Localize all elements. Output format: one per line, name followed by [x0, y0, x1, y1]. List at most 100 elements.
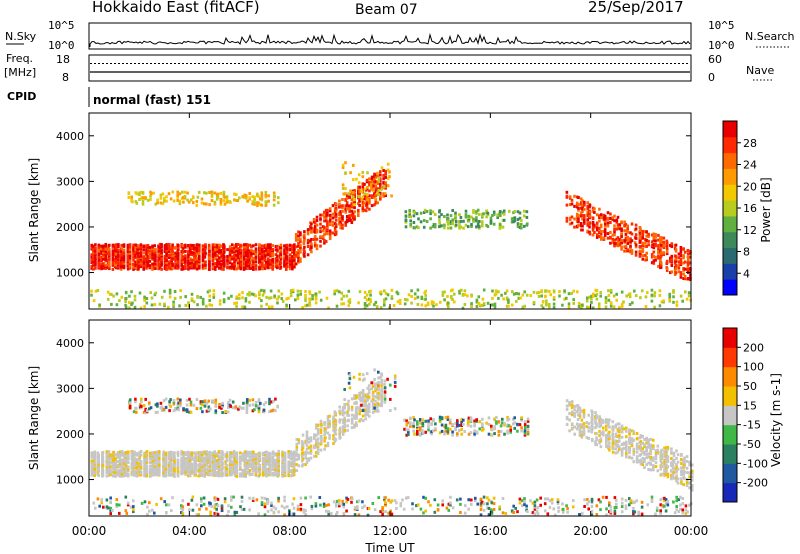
velocity-echo-cell [208, 461, 212, 465]
power-echo-cell [230, 255, 234, 259]
power-echo-cell [134, 265, 137, 269]
power-echo-cell [365, 202, 369, 206]
velocity-echo-cell [316, 427, 320, 431]
power-echo-cell [360, 197, 363, 201]
power-echo-cell [285, 267, 288, 271]
velocity-echo-cell [353, 425, 356, 429]
power-echo-cell [128, 257, 132, 261]
velocity-echo-cell [599, 445, 603, 449]
power-echo-cell [184, 295, 187, 299]
power-echo-cell [398, 302, 402, 305]
power-echo-cell [241, 291, 244, 295]
velocity-echo-cell [203, 471, 207, 475]
power-echo-cell [117, 260, 120, 264]
velocity-echo-cell [180, 463, 183, 467]
power-echo-cell [132, 267, 135, 271]
power-echo-cell [242, 254, 246, 258]
power-echo-cell [467, 217, 471, 221]
velocity-echo-cell [107, 470, 111, 474]
velocity-echo-cell [149, 474, 152, 478]
velocity-echo-cell [271, 458, 275, 462]
velocity-echo-cell [190, 467, 194, 471]
velocity-echo-cell [297, 456, 301, 460]
power-echo-cell [682, 277, 685, 280]
power-echo-cell [283, 262, 286, 266]
power-echo-cell [458, 291, 461, 295]
power-echo-cell [645, 234, 648, 238]
power-echo-cell [187, 301, 190, 305]
velocity-echo-cell [313, 446, 316, 450]
power-echo-cell [561, 303, 564, 307]
velocity-echo-cell [90, 469, 94, 472]
power-echo-cell [659, 243, 663, 247]
velocity-echo-cell [665, 460, 668, 464]
velocity-echo-cell [180, 450, 183, 454]
power-echo-cell [544, 294, 547, 298]
power-echo-cell [297, 253, 300, 257]
power-echo-cell [373, 203, 376, 207]
power-echo-cell [438, 221, 441, 225]
power-echo-cell [120, 252, 123, 256]
power-echo-cell [599, 229, 603, 233]
velocity-echo-cell [158, 450, 161, 454]
velocity-echo-cell [198, 471, 202, 475]
power-echo-cell [652, 243, 656, 246]
velocity-echo-cell [683, 458, 686, 462]
velocity-echo-cell [346, 424, 349, 428]
power-echo-cell [659, 261, 663, 265]
velocity-echo-cell [582, 424, 586, 428]
power-echo-cell [357, 214, 360, 217]
power-echo-cell [252, 251, 255, 255]
velocity-echo-cell [332, 423, 335, 427]
power-echo-cell [383, 289, 386, 293]
power-echo-cell [238, 293, 241, 297]
power-echo-cell [285, 247, 289, 251]
power-echo-cell [358, 198, 361, 202]
velocity-echo-cell [595, 416, 598, 420]
power-echo-cell [613, 214, 616, 218]
velocity-echo-cell [283, 468, 287, 472]
power-echo-cell [659, 247, 662, 251]
power-echo-cell [357, 195, 361, 199]
power-echo-cell [265, 302, 268, 306]
power-echo-cell [616, 244, 620, 248]
velocity-echo-cell [575, 410, 579, 414]
power-echo-cell [111, 253, 115, 257]
power-echo-cell [223, 202, 227, 206]
power-echo-cell [425, 210, 429, 213]
power-echo-cell [507, 298, 510, 302]
velocity-echo-cell [295, 448, 299, 452]
power-echo-cell [204, 244, 207, 248]
velocity-echo-cell [124, 464, 128, 468]
velocity-echo-cell [230, 462, 233, 466]
power-echo-cell [253, 202, 256, 206]
power-echo-cell [210, 193, 214, 197]
velocity-echo-cell [283, 472, 287, 476]
power-echo-cell [174, 259, 177, 263]
velocity-echo-cell [347, 418, 350, 422]
velocity-echo-cell [203, 452, 207, 456]
power-echo-cell [679, 273, 683, 277]
power-echo-cell [270, 305, 274, 309]
velocity-echo-cell [611, 440, 615, 444]
velocity-echo-cell [149, 460, 152, 464]
power-echo-cell [228, 247, 232, 251]
power-echo-cell [238, 296, 241, 300]
power-echo-cell [586, 222, 589, 226]
power-echo-cell [570, 215, 574, 219]
velocity-echo-cell [328, 424, 331, 428]
velocity-echo-cell [332, 420, 335, 424]
power-echo-cell [595, 292, 599, 296]
power-echo-cell [289, 289, 293, 293]
velocity-echo-cell [90, 459, 94, 463]
velocity-echo-cell [151, 463, 154, 467]
velocity-echo-cell [164, 451, 168, 455]
power-echo-cell [306, 303, 309, 307]
velocity-echo-cell [350, 408, 354, 412]
power-echo-cell [124, 305, 128, 309]
velocity-echo-cell [182, 459, 185, 463]
power-echo-cell [258, 251, 262, 255]
power-echo-cell [338, 203, 341, 207]
power-echo-cell [271, 254, 274, 258]
power-echo-cell [122, 258, 126, 262]
